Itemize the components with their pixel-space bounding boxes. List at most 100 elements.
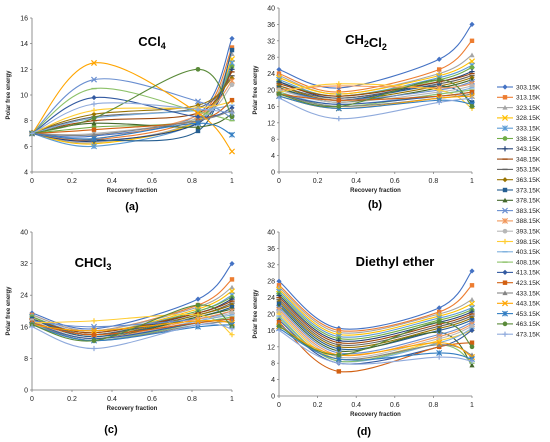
y-tick-label: 0 [24, 388, 28, 395]
series-line-path [278, 329, 473, 365]
series-line-path [31, 84, 233, 136]
data-point [229, 332, 235, 338]
series-line-path [278, 305, 473, 366]
data-point [469, 327, 475, 333]
series-line-path [31, 100, 233, 135]
data-point [229, 45, 235, 50]
data-point [195, 66, 201, 72]
legend-item: 378.15K [497, 198, 541, 205]
legend-label: 463.15K [516, 321, 541, 328]
y-tick-label: 32 [267, 38, 275, 45]
legend-label: 383.15K [516, 208, 541, 215]
data-point [194, 317, 202, 324]
legend-item: 363.15K [497, 177, 541, 184]
legend-label: 473.15K [516, 332, 541, 339]
data-point [229, 310, 235, 316]
legend-label: 348.15K [516, 156, 541, 163]
data-point [229, 82, 235, 88]
data-point [91, 120, 97, 126]
data-point [195, 114, 201, 120]
legend-marker [502, 187, 508, 193]
data-point [469, 317, 475, 323]
legend-label: 443.15K [516, 301, 541, 308]
series-line-path [31, 318, 233, 336]
x-tick-label: 0.8 [429, 402, 439, 409]
data-point [91, 345, 97, 352]
data-point [436, 67, 442, 72]
series-line-path [278, 315, 473, 363]
panel-label: (d) [357, 426, 371, 438]
y-tick-label: 32 [20, 261, 28, 268]
y-axis-label: Polar free energy [253, 65, 259, 115]
legend-item: 338.15K [497, 136, 541, 143]
y-tick-label: 4 [271, 153, 275, 160]
series-line-path [31, 80, 233, 140]
series-line-path [278, 307, 473, 355]
legend-marker [502, 197, 508, 203]
y-tick-label: 8 [24, 118, 28, 125]
x-axis-label: Recovery fraction [350, 188, 401, 194]
data-point [229, 107, 235, 113]
series-line-path [278, 83, 473, 109]
y-tick-label: 24 [20, 293, 28, 300]
legend-marker [502, 321, 508, 327]
y-tick-label: 24 [267, 71, 275, 78]
legend-item: 388.15K [497, 217, 541, 225]
x-tick-label: 1 [470, 178, 474, 185]
data-point [276, 66, 282, 73]
y-tick-label: 24 [267, 295, 275, 302]
data-point [195, 302, 201, 308]
x-axis-label: Recovery fraction [107, 406, 158, 412]
legend-item: 408.15K [497, 259, 541, 266]
y-tick-label: 40 [267, 6, 275, 13]
series-line-path [278, 95, 473, 110]
data-point [336, 104, 342, 109]
legend-item: 313.15K [497, 95, 541, 102]
data-point [91, 127, 97, 132]
data-point [229, 110, 235, 116]
series-line-path [31, 69, 233, 142]
data-point [469, 65, 475, 70]
data-point [436, 305, 442, 311]
data-point [276, 323, 282, 329]
legend-label: 373.15K [516, 187, 541, 194]
legend-label: 363.15K [516, 177, 541, 184]
series-line [276, 327, 475, 366]
legend-marker [502, 105, 508, 110]
data-point [195, 128, 201, 134]
data-point [336, 98, 342, 103]
series-line-path [278, 327, 473, 361]
data-point [229, 66, 235, 72]
data-point [229, 114, 235, 120]
legend-item: 443.15K [497, 300, 541, 308]
y-axis-label: Polar free energy [6, 286, 12, 336]
series-line [276, 21, 475, 91]
panel-1: 0 4 8 12 16 20 24 28 32 36 40 0 0.2 0.4 0.6 0.8 1 Recover… [253, 6, 476, 211]
series-line-path [278, 288, 473, 336]
data-point [229, 326, 235, 332]
data-point [195, 120, 201, 127]
x-axis-label: Recovery fraction [350, 412, 401, 418]
data-point [194, 98, 202, 105]
data-point [91, 338, 97, 343]
data-point [469, 344, 475, 350]
series-line [276, 95, 475, 122]
data-point [469, 323, 475, 329]
legend-label: 333.15K [516, 126, 541, 133]
y-tick-label: 12 [267, 344, 275, 351]
legend-item: 463.15K [497, 321, 541, 328]
x-tick-label: 0.8 [187, 396, 197, 403]
legend-marker [502, 280, 508, 285]
legend-item: 423.15K [497, 280, 541, 287]
series-line-path [31, 102, 233, 134]
panel-title: CHCl3 [75, 255, 112, 272]
panel-2: 0 8 16 24 32 40 0 0.2 0.4 0.6 0.8 1 Recovery fractio… [6, 230, 236, 436]
series-line-path [278, 293, 473, 340]
y-tick-label: 8 [24, 356, 28, 363]
data-point [469, 52, 475, 58]
data-point [228, 148, 236, 155]
series-line-path [278, 73, 473, 97]
legend-item: 343.15K [497, 146, 541, 153]
series-line-path [31, 320, 233, 332]
data-point [436, 56, 442, 62]
